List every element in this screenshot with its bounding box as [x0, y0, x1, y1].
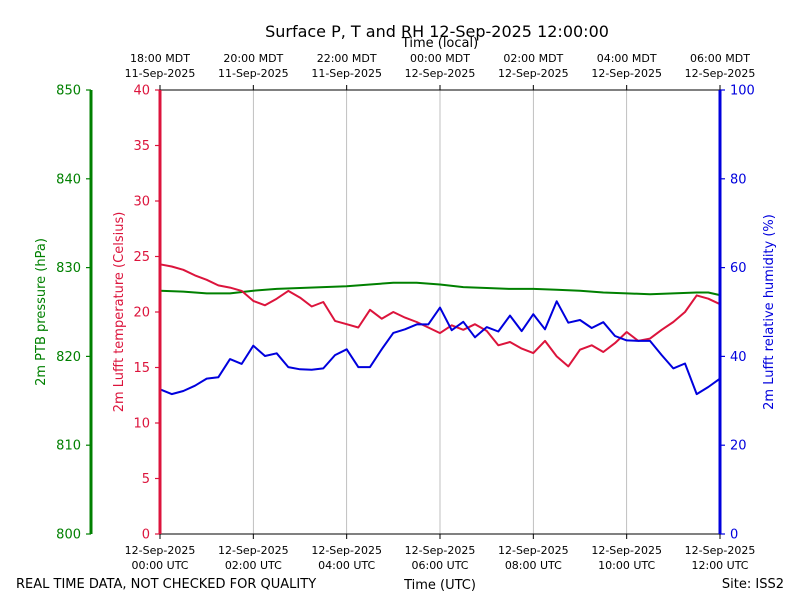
temperature-tick-label: 35 [133, 139, 150, 154]
local-tick-time: 20:00 MDT [223, 52, 283, 65]
local-tick-time: 00:00 MDT [410, 52, 470, 65]
utc-tick-time: 04:00 UTC [318, 559, 375, 572]
local-tick-date: 11-Sep-2025 [125, 67, 196, 80]
utc-tick-time: 10:00 UTC [598, 559, 655, 572]
temperature-tick-label: 10 [133, 417, 150, 432]
utc-tick-date: 12-Sep-2025 [311, 544, 382, 557]
utc-tick-date: 12-Sep-2025 [498, 544, 569, 557]
utc-tick-date: 12-Sep-2025 [405, 544, 476, 557]
local-tick-date: 12-Sep-2025 [591, 67, 662, 80]
local-tick-time: 02:00 MDT [503, 52, 563, 65]
series-layer [159, 263, 721, 396]
utc-tick-time: 00:00 UTC [131, 559, 188, 572]
pressure-tick-label: 820 [56, 350, 81, 365]
temperature-line [159, 263, 721, 368]
utc-tick-time: 08:00 UTC [505, 559, 562, 572]
local-tick-date: 11-Sep-2025 [311, 67, 382, 80]
pressure-axis-title: 2m PTB pressure (hPa) [34, 238, 49, 386]
local-tick-date: 11-Sep-2025 [218, 67, 289, 80]
utc-tick-date: 12-Sep-2025 [591, 544, 662, 557]
pressure-tick-label: 850 [56, 84, 81, 99]
vertical-grid [252, 90, 628, 534]
temperature-tick-label: 30 [133, 195, 150, 210]
pressure-tick-label: 810 [56, 439, 81, 454]
local-tick-date: 12-Sep-2025 [498, 67, 569, 80]
utc-tick-date: 12-Sep-2025 [218, 544, 289, 557]
bottom-axis-label: Time (UTC) [403, 578, 476, 593]
temperature-tick-label: 15 [133, 361, 150, 376]
tick-layer: 800 810 820 830 840 850 0 5 10 15 20 25 30 35 40 0 20 40 6… [56, 52, 755, 572]
humidity-tick-label: 40 [730, 350, 747, 365]
utc-tick-time: 12:00 UTC [691, 559, 748, 572]
utc-tick-date: 12-Sep-2025 [685, 544, 756, 557]
humidity-tick-label: 0 [730, 528, 738, 543]
temperature-tick-label: 40 [133, 84, 150, 99]
chart-title: Surface P, T and RH 12-Sep-2025 12:00:00 [265, 22, 609, 41]
humidity-tick-label: 100 [730, 84, 755, 99]
local-tick-time: 18:00 MDT [130, 52, 190, 65]
pressure-tick-label: 800 [56, 528, 81, 543]
temperature-tick-label: 5 [142, 472, 150, 487]
utc-tick-time: 06:00 UTC [411, 559, 468, 572]
temperature-tick-label: 20 [133, 306, 150, 321]
humidity-line [159, 300, 721, 396]
local-tick-time: 04:00 MDT [597, 52, 657, 65]
temperature-axis-title: 2m Lufft temperature (Celsius) [112, 212, 127, 413]
humidity-tick-label: 20 [730, 439, 747, 454]
local-tick-date: 12-Sep-2025 [405, 67, 476, 80]
local-tick-time: 22:00 MDT [317, 52, 377, 65]
quality-disclaimer: REAL TIME DATA, NOT CHECKED FOR QUALITY [16, 577, 316, 592]
humidity-axis-title: 2m Lufft relative humidity (%) [762, 214, 777, 410]
utc-tick-time: 02:00 UTC [225, 559, 282, 572]
site-label: Site: ISS2 [722, 577, 784, 592]
temperature-tick-label: 25 [133, 250, 150, 265]
top-axis-label: Time (local) [401, 36, 478, 51]
local-tick-date: 12-Sep-2025 [685, 67, 756, 80]
pressure-line [159, 281, 721, 297]
pressure-tick-label: 830 [56, 261, 81, 276]
pressure-tick-label: 840 [56, 172, 81, 187]
humidity-tick-label: 80 [730, 172, 747, 187]
temperature-tick-label: 0 [142, 528, 150, 543]
humidity-tick-label: 60 [730, 261, 747, 276]
utc-tick-date: 12-Sep-2025 [125, 544, 196, 557]
local-tick-time: 06:00 MDT [690, 52, 750, 65]
